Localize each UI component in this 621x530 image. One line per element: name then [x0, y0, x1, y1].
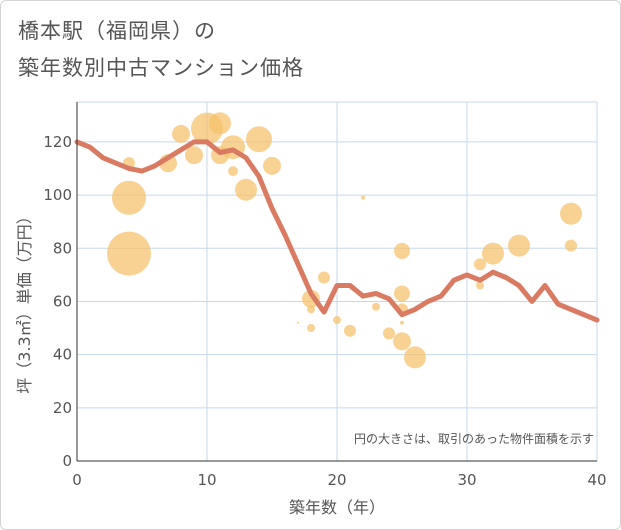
bubble-point — [476, 281, 484, 290]
axes: 0 10 20 30 40 0 20 40 60 80 100 120 — [43, 102, 607, 489]
bubble-point — [393, 332, 411, 351]
grid-lines — [76, 101, 598, 462]
bubble-point — [318, 271, 330, 284]
y-tick-label: 0 — [62, 452, 72, 470]
bubble-point — [185, 146, 203, 165]
y-tick-label: 120 — [43, 133, 72, 151]
bubble-point — [565, 239, 577, 252]
x-tick-label: 20 — [327, 471, 346, 489]
bubble-point — [112, 180, 146, 215]
bubble-point — [297, 321, 299, 324]
bubble-point — [482, 242, 504, 265]
bubble-point — [263, 156, 281, 175]
bubble-point — [172, 124, 190, 143]
x-tick-label: 30 — [457, 471, 476, 489]
bubble-series — [107, 112, 582, 369]
y-tick-label: 60 — [53, 292, 72, 310]
bubble-point — [209, 112, 231, 135]
chart-title-line2: 築年数別中古マンション価格 — [18, 56, 304, 80]
x-axis-label: 築年数（年） — [289, 498, 385, 517]
bubble-point — [394, 285, 410, 302]
bubble-size-note: 円の大きさは、取引のあった物件面積を示す — [354, 431, 594, 446]
bubble-point — [333, 316, 341, 325]
x-tick-label: 40 — [587, 471, 606, 489]
bubble-point — [383, 327, 395, 340]
bubble-point — [246, 126, 272, 153]
bubble-point — [344, 324, 356, 337]
y-tick-label: 100 — [43, 186, 72, 204]
bubble-point — [474, 258, 486, 271]
chart-title-line1: 橋本駅（福岡県）の — [18, 19, 216, 43]
bubble-point — [307, 305, 315, 314]
bubble-point — [361, 195, 365, 200]
bubble-point — [107, 231, 151, 276]
bubble-point — [560, 202, 582, 225]
bubble-point — [307, 324, 315, 333]
bubble-point — [228, 166, 238, 177]
y-tick-label: 40 — [53, 346, 72, 364]
bubble-point — [394, 242, 410, 259]
average-price-line — [74, 139, 600, 323]
y-tick-label: 80 — [53, 239, 72, 257]
bubble-point — [235, 178, 257, 201]
average-line — [74, 139, 600, 323]
bubble-point — [404, 346, 426, 369]
x-tick-label: 10 — [197, 471, 216, 489]
y-tick-label: 20 — [53, 399, 72, 417]
bubble-point — [508, 234, 530, 257]
y-axis-label: 坪（3.3㎡）単価（万円） — [15, 208, 34, 393]
x-tick-label: 0 — [72, 471, 82, 489]
bubble-point — [400, 320, 404, 325]
bubble-point — [372, 302, 380, 311]
